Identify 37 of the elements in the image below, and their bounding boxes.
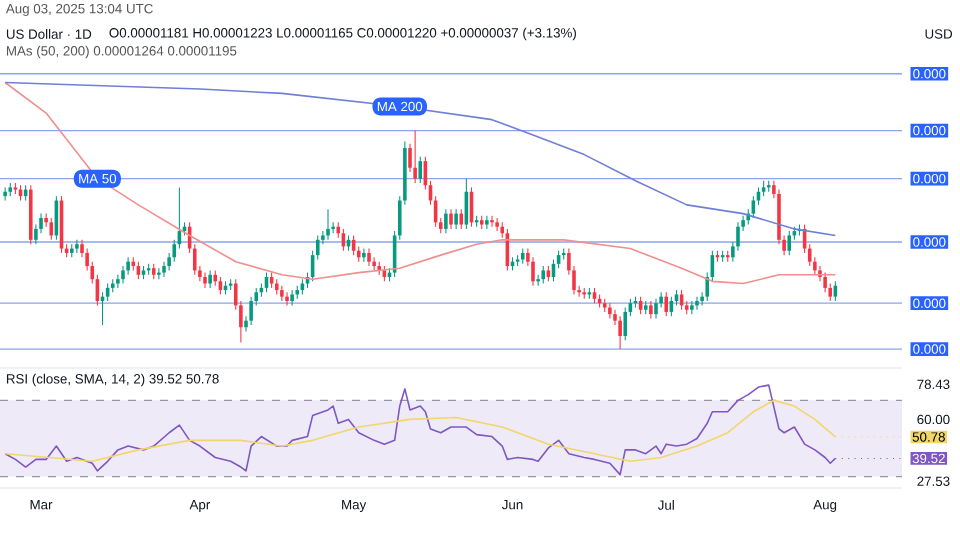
candlestick bbox=[823, 272, 827, 293]
candlestick bbox=[485, 215, 489, 230]
candlestick bbox=[418, 156, 423, 184]
candlestick bbox=[787, 230, 792, 256]
candlestick bbox=[203, 272, 207, 289]
candlestick bbox=[49, 217, 54, 241]
candlestick bbox=[454, 208, 458, 230]
candlestick bbox=[126, 256, 130, 276]
candlestick bbox=[495, 217, 499, 232]
candlestick bbox=[490, 215, 494, 228]
candlestick bbox=[413, 130, 417, 184]
candlestick bbox=[290, 289, 294, 306]
candlestick bbox=[362, 248, 366, 263]
candlestick bbox=[690, 300, 694, 315]
candlestick bbox=[449, 208, 453, 230]
candlestick bbox=[536, 274, 540, 287]
candlestick bbox=[3, 186, 7, 202]
candlestick bbox=[618, 315, 622, 350]
candlestick bbox=[608, 302, 612, 320]
candlestick bbox=[654, 298, 658, 320]
candlestick bbox=[249, 296, 253, 326]
candlestick bbox=[372, 256, 376, 271]
candlestick bbox=[121, 265, 125, 285]
candlestick bbox=[695, 296, 699, 311]
candlestick bbox=[280, 285, 284, 302]
candlestick bbox=[326, 208, 330, 241]
candlestick bbox=[162, 261, 166, 278]
candlestick bbox=[208, 269, 212, 289]
candlestick bbox=[444, 208, 448, 234]
candlestick bbox=[664, 291, 669, 317]
candlestick bbox=[623, 307, 628, 341]
candlestick bbox=[285, 291, 289, 306]
candlestick bbox=[531, 256, 535, 287]
candlestick bbox=[157, 267, 161, 280]
candlestick bbox=[75, 239, 79, 254]
candlestick bbox=[459, 208, 464, 230]
candlestick bbox=[116, 274, 120, 289]
